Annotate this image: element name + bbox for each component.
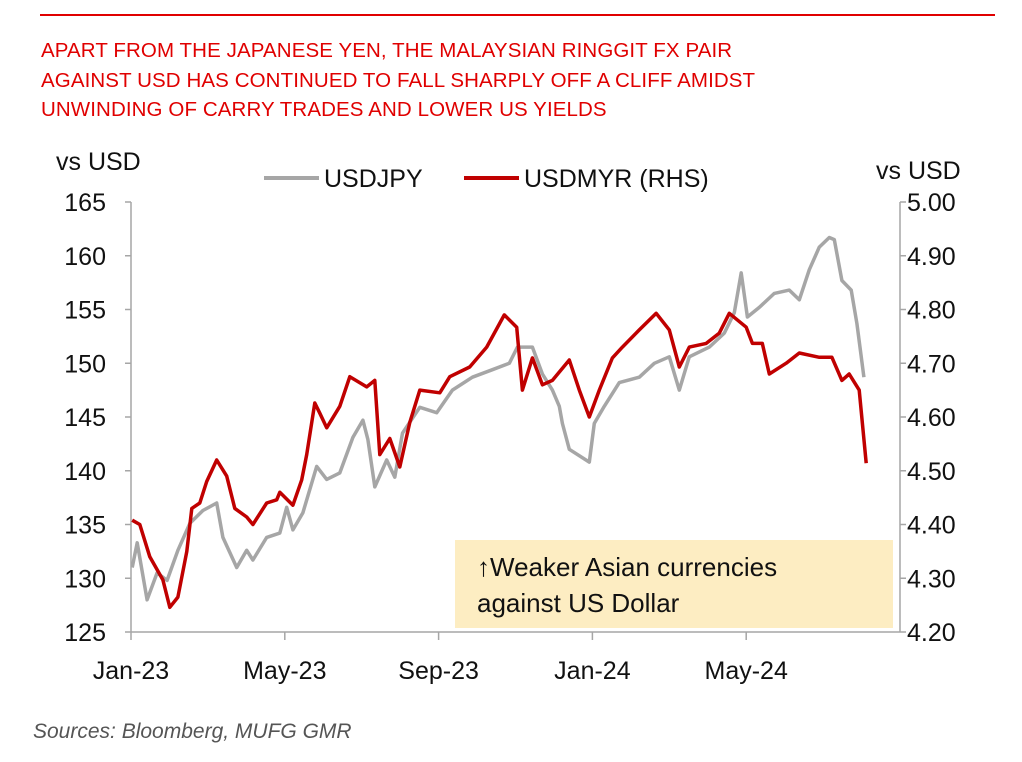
right-tick-label: 4.20 [907,619,956,647]
left-tick-label: 135 [64,512,106,540]
usdjpy-line [130,235,866,602]
x-tick-label: Jan-24 [554,657,631,685]
left-tick-label: 160 [64,243,106,271]
right-tick-label: 4.50 [907,458,956,486]
left-tick-label: 155 [64,297,106,325]
legend-label-usdmyr: USDMYR (RHS) [524,165,709,193]
legend-label-usdjpy: USDJPY [324,165,423,193]
source-note: Sources: Bloomberg, MUFG GMR [33,720,352,743]
right-tick-label: 4.60 [907,404,956,432]
header-rule [40,14,995,16]
right-tick-label: 4.30 [907,565,956,593]
x-tick-label: May-24 [705,657,788,685]
right-tick-label: 4.90 [907,243,956,271]
right-tick-label: 4.70 [907,350,956,378]
right-tick-label: 5.00 [907,189,956,217]
right-axis-title: vs USD [876,157,961,185]
x-tick-label: Sep-23 [398,657,479,685]
title-line: APART FROM THE JAPANESE YEN, THE MALAYSI… [41,39,733,62]
right-tick-label: 4.40 [907,512,956,540]
left-tick-label: 145 [64,404,106,432]
x-tick-label: May-23 [243,657,326,685]
x-tick-label: Jan-23 [93,657,169,685]
left-axis-title: vs USD [56,148,141,176]
annotation-box: ↑Weaker Asian currencies against US Doll… [455,540,893,628]
right-tick-label: 4.80 [907,297,956,325]
left-tick-label: 165 [64,189,106,217]
title-line: UNWINDING OF CARRY TRADES AND LOWER US Y… [41,98,607,121]
annotation-line: against US Dollar [477,588,680,618]
chart-title: APART FROM THE JAPANESE YEN, THE MALAYSI… [41,36,755,125]
title-line: AGAINST USD HAS CONTINUED TO FALL SHARPL… [41,68,756,92]
left-tick-label: 140 [64,458,106,486]
usdmyr-line [131,311,868,610]
left-tick-label: 130 [64,565,106,593]
annotation-line: ↑Weaker Asian currencies [477,552,778,582]
left-tick-label: 125 [64,619,106,647]
left-tick-label: 150 [64,350,106,378]
